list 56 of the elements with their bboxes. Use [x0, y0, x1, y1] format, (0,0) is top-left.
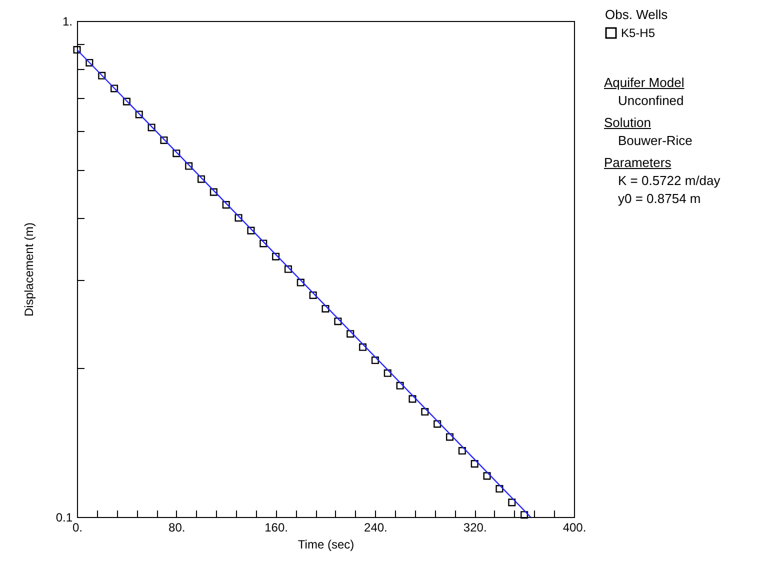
point [396, 382, 404, 390]
point [508, 498, 516, 506]
y-tick-label: 0.1 [56, 510, 73, 524]
point [496, 485, 504, 493]
point [384, 369, 392, 377]
point [73, 46, 81, 54]
text: y0 = 0.8754 m [617, 190, 702, 208]
text: Bouwer-Rice [617, 132, 694, 150]
x-tick-label: 240. [364, 520, 388, 534]
point [197, 175, 206, 183]
point [483, 472, 491, 480]
point [434, 420, 442, 428]
text: Parameters [604, 154, 672, 172]
point [135, 110, 143, 118]
point [520, 511, 528, 519]
x-tick-label: 160. [264, 520, 288, 534]
point [309, 291, 317, 299]
point [172, 150, 180, 158]
legend-title: Obs. Wells [605, 7, 668, 22]
point [408, 395, 416, 403]
point [110, 84, 118, 92]
x-tick-label: 80. [168, 520, 186, 534]
point [185, 162, 193, 170]
point [359, 343, 367, 351]
point [234, 214, 242, 222]
point [160, 136, 168, 144]
x-tick-label: 0. [72, 520, 83, 534]
point [222, 201, 230, 209]
text: Aquifer Model [604, 74, 686, 92]
point [122, 98, 130, 106]
point [346, 330, 354, 338]
point [322, 304, 330, 312]
point [334, 318, 342, 326]
x-axis-title: Time (sec) [298, 538, 354, 552]
point [296, 278, 304, 286]
point [86, 58, 94, 66]
y-tick-label: 1. [62, 14, 72, 28]
x-tick-label: 400. [562, 520, 586, 534]
legend-label: K5-H5 [621, 26, 656, 40]
y-axis-title: Displacement (m) [22, 222, 36, 317]
text: Solution [604, 114, 652, 132]
point [98, 72, 106, 80]
text: K = 0.5722 m/day [617, 172, 720, 190]
text: Unconfined [617, 92, 685, 110]
point [272, 252, 280, 260]
x-tick-label: 320. [463, 520, 487, 534]
point [421, 408, 429, 416]
point [284, 265, 292, 273]
point [458, 447, 466, 455]
point [470, 460, 478, 468]
point [260, 240, 268, 248]
point [247, 226, 255, 234]
point [446, 433, 454, 441]
point [148, 124, 156, 132]
point [210, 188, 218, 196]
point [371, 356, 379, 364]
